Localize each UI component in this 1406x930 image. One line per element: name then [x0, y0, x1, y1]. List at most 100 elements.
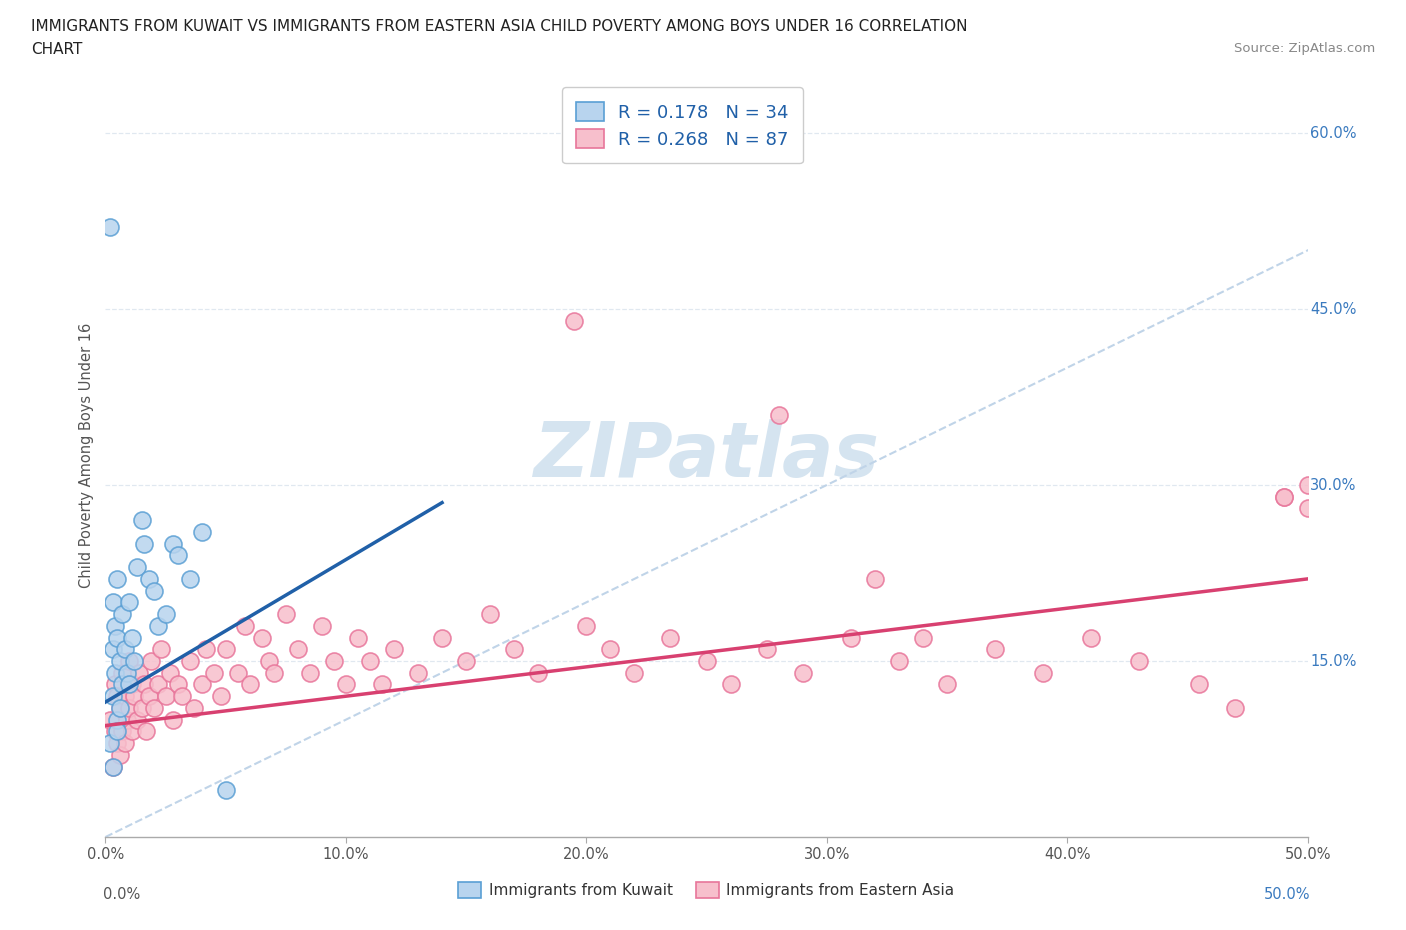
Point	[138, 689, 160, 704]
Point	[104, 724, 127, 738]
Point	[107, 736, 129, 751]
Point	[257, 654, 280, 669]
Point	[101, 759, 124, 774]
Point	[128, 665, 150, 680]
Point	[1296, 478, 1319, 493]
Text: 60.0%: 60.0%	[1310, 126, 1357, 140]
Text: 50.0%: 50.0%	[1264, 886, 1310, 901]
Point	[124, 654, 146, 669]
Point	[131, 512, 153, 527]
Point	[287, 642, 309, 657]
Point	[142, 700, 165, 715]
Point	[166, 548, 188, 563]
Point	[162, 537, 184, 551]
Point	[114, 642, 136, 657]
Point	[503, 642, 526, 657]
Point	[121, 677, 143, 692]
Text: 45.0%: 45.0%	[1310, 301, 1357, 316]
Legend: Immigrants from Kuwait, Immigrants from Eastern Asia: Immigrants from Kuwait, Immigrants from …	[451, 874, 962, 906]
Point	[101, 642, 124, 657]
Point	[172, 689, 194, 704]
Point	[107, 689, 129, 704]
Point	[226, 665, 249, 680]
Point	[382, 642, 405, 657]
Point	[118, 654, 141, 669]
Point	[118, 677, 141, 692]
Text: 15.0%: 15.0%	[1310, 654, 1357, 669]
Point	[111, 724, 134, 738]
Point	[527, 665, 550, 680]
Point	[125, 712, 148, 727]
Point	[1188, 677, 1211, 692]
Point	[107, 724, 129, 738]
Point	[179, 654, 201, 669]
Point	[138, 571, 160, 586]
Point	[108, 700, 131, 715]
Point	[118, 595, 141, 610]
Point	[887, 654, 910, 669]
Point	[1080, 631, 1102, 645]
Point	[209, 689, 232, 704]
Point	[115, 712, 138, 727]
Point	[108, 700, 131, 715]
Point	[239, 677, 262, 692]
Point	[104, 665, 127, 680]
Point	[139, 654, 162, 669]
Point	[984, 642, 1007, 657]
Point	[115, 665, 138, 680]
Point	[166, 677, 188, 692]
Point	[108, 748, 131, 763]
Point	[1032, 665, 1054, 680]
Point	[863, 571, 886, 586]
Point	[148, 677, 170, 692]
Point	[479, 606, 502, 621]
Point	[1128, 654, 1150, 669]
Point	[214, 642, 236, 657]
Point	[454, 654, 477, 669]
Point	[179, 571, 201, 586]
Text: IMMIGRANTS FROM KUWAIT VS IMMIGRANTS FROM EASTERN ASIA CHILD POVERTY AMONG BOYS : IMMIGRANTS FROM KUWAIT VS IMMIGRANTS FRO…	[31, 19, 967, 33]
Point	[118, 700, 141, 715]
Point	[142, 583, 165, 598]
Point	[149, 642, 172, 657]
Point	[98, 219, 121, 234]
Point	[1272, 489, 1295, 504]
Point	[406, 665, 429, 680]
Point	[755, 642, 778, 657]
Point	[155, 689, 177, 704]
Point	[274, 606, 297, 621]
Point	[162, 712, 184, 727]
Point	[347, 631, 370, 645]
Text: ZIPatlas: ZIPatlas	[533, 418, 880, 493]
Point	[101, 689, 124, 704]
Point	[696, 654, 718, 669]
Point	[1272, 489, 1295, 504]
Point	[121, 724, 143, 738]
Point	[792, 665, 814, 680]
Point	[135, 724, 157, 738]
Point	[190, 525, 212, 539]
Point	[124, 689, 146, 704]
Point	[839, 631, 862, 645]
Text: CHART: CHART	[31, 42, 83, 57]
Point	[936, 677, 959, 692]
Point	[195, 642, 218, 657]
Point	[233, 618, 256, 633]
Point	[599, 642, 621, 657]
Point	[335, 677, 357, 692]
Point	[575, 618, 598, 633]
Point	[1225, 700, 1247, 715]
Y-axis label: Child Poverty Among Boys Under 16: Child Poverty Among Boys Under 16	[79, 323, 94, 589]
Point	[190, 677, 212, 692]
Point	[202, 665, 225, 680]
Point	[263, 665, 285, 680]
Text: 0.0%: 0.0%	[103, 886, 141, 901]
Point	[298, 665, 321, 680]
Point	[111, 606, 134, 621]
Point	[98, 712, 121, 727]
Point	[623, 665, 645, 680]
Point	[131, 700, 153, 715]
Text: 30.0%: 30.0%	[1310, 477, 1357, 493]
Point	[214, 783, 236, 798]
Point	[107, 712, 129, 727]
